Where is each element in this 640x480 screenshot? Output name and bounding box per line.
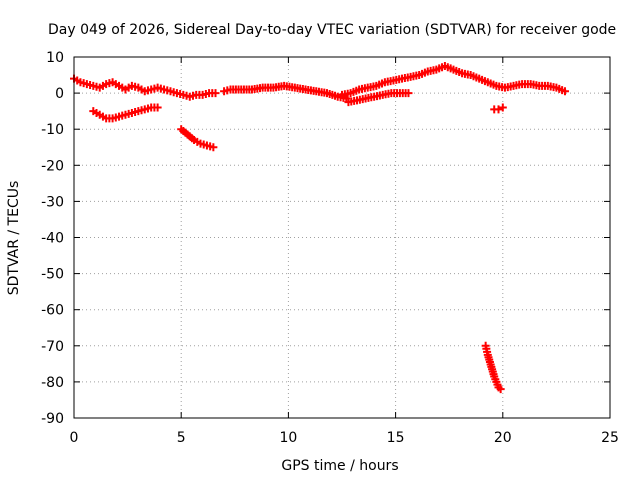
y-tick-label: 0 [55, 86, 64, 102]
x-tick-label: 0 [70, 430, 79, 446]
data-point [498, 103, 507, 112]
y-tick-label: -20 [41, 158, 64, 174]
series-arc-4 [220, 81, 351, 103]
data-point [153, 103, 162, 112]
series-arc-1 [70, 74, 220, 101]
series-arc-8 [481, 341, 505, 394]
series-arc-3 [177, 125, 218, 152]
data-point [494, 105, 503, 114]
y-tick-label: -50 [41, 267, 64, 283]
data-points [70, 62, 569, 394]
data-point [404, 89, 413, 98]
y-tick-label: -70 [41, 339, 64, 355]
series-arc-2 [89, 103, 162, 123]
x-tick-label: 5 [177, 430, 186, 446]
data-point [560, 87, 569, 96]
y-tick-label: -80 [41, 375, 64, 391]
axis-ticks: 0 5 10 15 20 25 10 0 -10 -20 -30 -40 -50 -60 -70 -80 -90 [41, 50, 619, 446]
y-tick-label: -40 [41, 231, 64, 247]
x-tick-label: 10 [279, 430, 297, 446]
series-arc-6 [344, 89, 413, 107]
y-tick-label: -60 [41, 303, 64, 319]
x-axis-label: GPS time / hours [281, 458, 398, 474]
chart-title: Day 049 of 2026, Sidereal Day-to-day VTE… [48, 22, 616, 38]
data-point [209, 143, 218, 152]
data-point [211, 89, 220, 98]
y-tick-label: -90 [41, 411, 64, 427]
y-tick-label: 10 [46, 50, 64, 66]
x-tick-label: 25 [601, 430, 619, 446]
series-arc-5 [338, 62, 569, 99]
y-axis-label: SDTVAR / TECUs [6, 181, 22, 296]
x-tick-label: 20 [494, 430, 512, 446]
y-tick-label: -30 [41, 194, 64, 210]
data-point [496, 385, 505, 394]
y-tick-label: -10 [41, 122, 64, 138]
series-arc-7 [490, 103, 507, 114]
x-tick-label: 15 [387, 430, 405, 446]
